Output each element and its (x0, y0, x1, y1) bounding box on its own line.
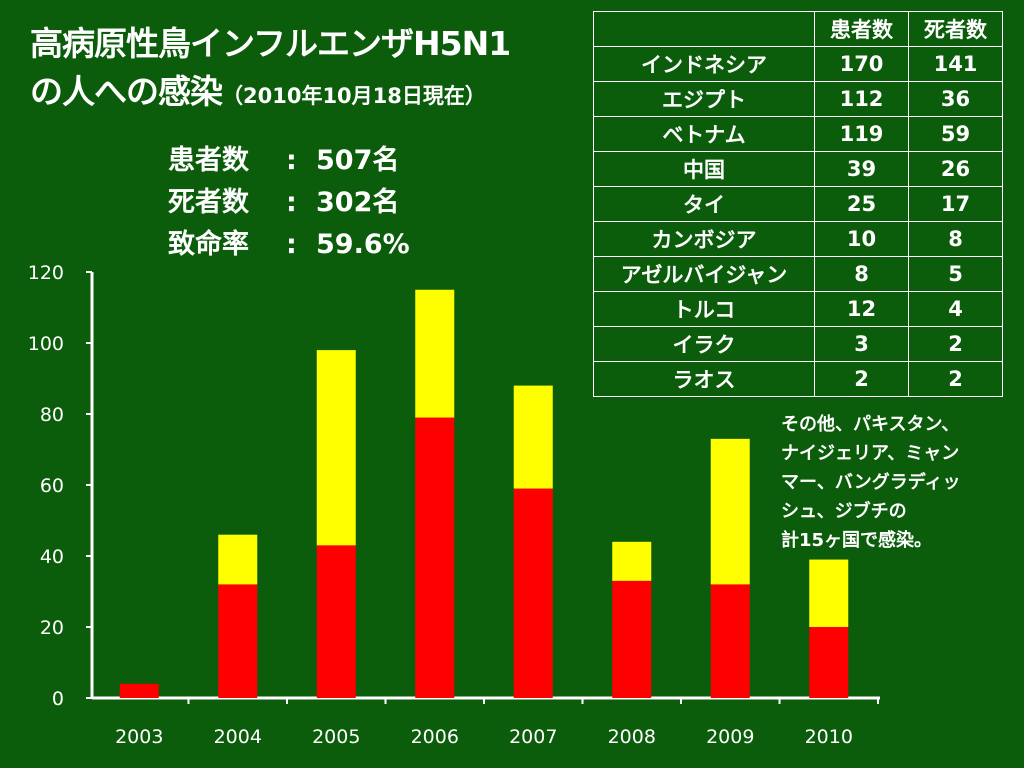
stat-patients: 患者数:507名 (168, 140, 410, 182)
country-name-cell: 中国 (593, 151, 815, 187)
note-line: 計15ヶ国で感染。 (781, 530, 933, 551)
country-name-cell: タイ (593, 186, 815, 222)
note-line: シュ、ジブチの (781, 501, 907, 522)
deaths-cell: 59 (908, 116, 1003, 152)
deaths-cell: 36 (908, 81, 1003, 117)
patients-cell: 2 (814, 361, 909, 397)
table-row: タイ 25 17 (593, 186, 1003, 222)
stat-value: 59.6% (316, 229, 410, 260)
stat-value: 507名 (316, 145, 400, 176)
slide-title: 高病原性鳥インフルエンザH5N1 の人への感染（2010年10月18日現在） (30, 20, 511, 120)
table-row: イラク 3 2 (593, 326, 1003, 362)
y-tick-label: 40 (40, 546, 64, 568)
deaths-cell: 17 (908, 186, 1003, 222)
patients-cell: 119 (814, 116, 909, 152)
x-tick-label: 2007 (509, 726, 557, 748)
bar-deaths (316, 545, 356, 698)
country-name-cell: アゼルバイジャン (593, 256, 815, 292)
stat-colon: : (286, 187, 297, 218)
bar-deaths (710, 584, 750, 698)
y-tick-label: 0 (52, 688, 64, 710)
bar-survivors (710, 438, 750, 585)
table-header-cell: 死者数 (908, 11, 1003, 47)
table-row: トルコ 12 4 (593, 291, 1003, 327)
note-line: ナイジェリア、ミャン (781, 443, 960, 464)
patients-cell: 25 (814, 186, 909, 222)
deaths-cell: 8 (908, 221, 1003, 257)
title-line1: 高病原性鳥インフルエンザH5N1 (30, 24, 511, 63)
stat-label: 死者数 (168, 187, 249, 218)
country-name-cell: カンボジア (593, 221, 815, 257)
y-tick-label: 120 (28, 262, 64, 284)
y-tick-label: 60 (40, 475, 64, 497)
deaths-cell: 2 (908, 326, 1003, 362)
deaths-cell: 26 (908, 151, 1003, 187)
country-name-cell: エジプト (593, 81, 815, 117)
stat-value: 302名 (316, 187, 400, 218)
x-tick-label: 2004 (214, 726, 262, 748)
patients-cell: 10 (814, 221, 909, 257)
y-tick-label: 100 (28, 333, 64, 355)
stat-colon: : (286, 229, 297, 260)
title-line2: の人への感染（2010年10月18日現在） (30, 68, 510, 120)
other-countries-note: その他、パキスタン、 ナイジェリア、ミャン マー、バングラディッ シュ、ジブチの… (781, 410, 1021, 555)
bar-deaths (513, 488, 553, 698)
country-name-cell: ラオス (593, 361, 815, 397)
bar-deaths (218, 584, 258, 698)
stat-label: 患者数 (168, 145, 249, 176)
x-tick-label: 2009 (706, 726, 754, 748)
table-row: 中国 39 26 (593, 151, 1003, 187)
summary-stats: 患者数:507名 死者数:302名 致命率:59.6% (168, 140, 410, 266)
x-tick-label: 2005 (312, 726, 360, 748)
bar-survivors (809, 559, 849, 627)
title-line2-text: の人への感染 (30, 72, 223, 111)
country-name-cell: インドネシア (593, 46, 815, 82)
deaths-cell: 5 (908, 256, 1003, 292)
stat-label: 致命率 (168, 229, 249, 260)
country-table: 患者数 死者数 インドネシア 170 141 エジプト 112 36 ベトナム 119 59 中国… (593, 11, 1003, 397)
bar-survivors (218, 534, 258, 585)
deaths-cell: 4 (908, 291, 1003, 327)
y-tick-label: 80 (40, 404, 64, 426)
bar-survivors (415, 289, 455, 418)
bar-survivors (513, 385, 553, 489)
stat-colon: : (286, 145, 297, 176)
bar-deaths (415, 417, 455, 698)
table-row: ラオス 2 2 (593, 361, 1003, 397)
stat-deaths: 死者数:302名 (168, 182, 410, 224)
bar-deaths (119, 683, 159, 698)
table-row: アゼルバイジャン 8 5 (593, 256, 1003, 292)
note-line: マー、バングラディッ (781, 472, 961, 493)
table-header-cell: 患者数 (814, 11, 909, 47)
deaths-cell: 2 (908, 361, 1003, 397)
bar-deaths (809, 627, 849, 698)
y-tick-label: 20 (40, 617, 64, 639)
table-row: エジプト 112 36 (593, 81, 1003, 117)
deaths-cell: 141 (908, 46, 1003, 82)
x-tick-label: 2010 (805, 726, 853, 748)
table-row: ベトナム 119 59 (593, 116, 1003, 152)
bar-survivors (612, 541, 652, 581)
table-row: カンボジア 10 8 (593, 221, 1003, 257)
title-date: （2010年10月18日現在） (222, 84, 486, 108)
patients-cell: 170 (814, 46, 909, 82)
bar-survivors (316, 350, 356, 546)
bar-deaths (612, 580, 652, 698)
x-tick-label: 2008 (608, 726, 656, 748)
x-tick-label: 2003 (115, 726, 163, 748)
note-line: その他、パキスタン、 (781, 414, 960, 435)
table-row: インドネシア 170 141 (593, 46, 1003, 82)
country-name-cell: イラク (593, 326, 815, 362)
stat-fatality-rate: 致命率:59.6% (168, 224, 410, 266)
x-tick-label: 2006 (411, 726, 459, 748)
